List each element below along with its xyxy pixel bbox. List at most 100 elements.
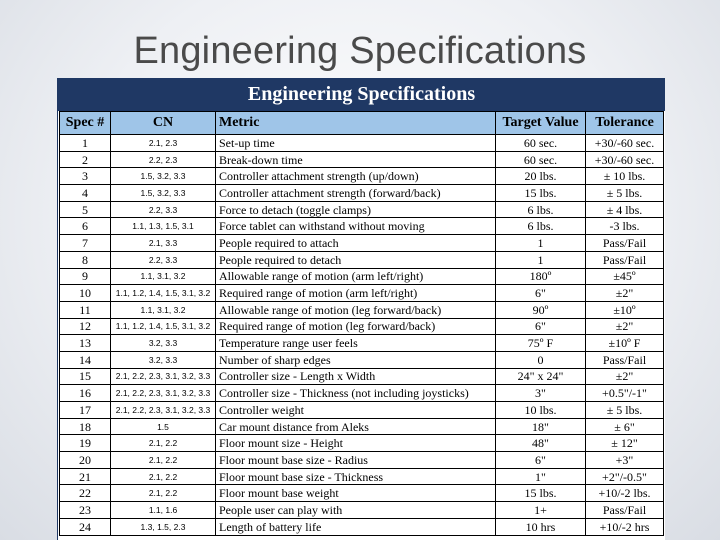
spec-cell: 21	[59, 467, 111, 486]
target-value-cell: 20 lbs.	[495, 167, 586, 186]
tolerance-cell: ±2"	[585, 284, 664, 302]
table-row: 7 2.1, 3.3 People required to attach 1 Pass/…	[59, 234, 664, 252]
metric-cell: People user can play with	[215, 501, 496, 519]
metric-cell: Floor mount base weight	[215, 484, 496, 503]
metric-cell: Floor mount size - Height	[215, 434, 496, 453]
target-value-cell: 10 lbs.	[495, 401, 586, 419]
metric-cell: Floor mount base size - Radius	[215, 451, 496, 469]
cn-cell: 1.3, 1.5, 2.3	[110, 517, 216, 536]
cn-cell: 2.1, 2.2	[110, 484, 216, 503]
metric-cell: Floor mount base size - Thickness	[215, 467, 496, 486]
spec-cell: 14	[59, 350, 111, 369]
target-value-cell: 15 lbs.	[495, 484, 586, 503]
target-value-cell: 6"	[495, 451, 586, 469]
cn-cell: 1.5, 3.2, 3.3	[110, 184, 216, 202]
tolerance-cell: ±10º	[585, 300, 664, 319]
cn-cell: 2.2, 2.3	[110, 150, 216, 169]
tolerance-cell: +10/-2 lbs.	[585, 484, 664, 503]
target-value-cell: 15 lbs.	[495, 184, 586, 202]
col-header-tolerance: Tolerance	[585, 111, 664, 135]
table-row: 24 1.3, 1.5, 2.3 Length of battery life 10 …	[59, 517, 664, 536]
spec-cell: 10	[59, 284, 111, 302]
tolerance-cell: Pass/Fail	[585, 501, 664, 519]
spec-table-container: Engineering Specifications Spec # CN Met…	[57, 78, 665, 540]
table-row: 13 3.2, 3.3 Temperature range user feels 75…	[59, 334, 664, 352]
table-row: 11 1.1, 3.1, 3.2 Allowable range of motion…	[59, 300, 664, 319]
table-row: 1 2.1, 2.3 Set-up time 60 sec. +30/-60 sec.	[59, 134, 664, 152]
spec-cell: 4	[59, 184, 111, 202]
spec-cell: 16	[59, 384, 111, 402]
spec-cell: 7	[59, 234, 111, 252]
cn-cell: 2.2, 3.3	[110, 200, 216, 219]
metric-cell: Force tablet can withstand without movin…	[215, 217, 496, 236]
cn-cell: 2.1, 2.2	[110, 434, 216, 453]
table-row: 8 2.2, 3.3 People required to detach 1 Pass/…	[59, 250, 664, 269]
table-row: 6 1.1, 1.3, 1.5, 3.1 Force tablet can with…	[59, 217, 664, 236]
cn-cell: 2.1, 2.2, 2.3, 3.1, 3.2, 3.3	[110, 401, 216, 419]
slide-title: Engineering Specifications	[133, 30, 587, 72]
table-row: 22 2.1, 2.2 Floor mount base weight 15 lbs.…	[59, 484, 664, 503]
table-row: 9 1.1, 3.1, 3.2 Allowable range of motion …	[59, 267, 664, 286]
table-row: 21 2.1, 2.2 Floor mount base size - Thickn…	[59, 467, 664, 486]
tolerance-cell: ±2"	[585, 317, 664, 336]
target-value-cell: 6 lbs.	[495, 200, 586, 219]
metric-cell: Length of battery life	[215, 517, 496, 536]
spec-cell: 12	[59, 317, 111, 336]
header-row: Spec # CN Metric Target Value Tolerance	[59, 111, 664, 135]
target-value-cell: 1+	[495, 501, 586, 519]
spec-cell: 23	[59, 501, 111, 519]
spec-cell: 5	[59, 200, 111, 219]
metric-cell: Allowable range of motion (arm left/righ…	[215, 267, 496, 286]
cn-cell: 1.1, 1.2, 1.4, 1.5, 3.1, 3.2	[110, 317, 216, 336]
metric-cell: Allowable range of motion (leg forward/b…	[215, 300, 496, 319]
table-row: 23 1.1, 1.6 People user can play with 1+ Pas…	[59, 501, 664, 519]
spec-cell: 2	[59, 150, 111, 169]
tolerance-cell: ±10º F	[585, 334, 664, 352]
target-value-cell: 1	[495, 250, 586, 269]
table-row: 20 2.1, 2.2 Floor mount base size - Radius…	[59, 451, 664, 469]
metric-cell: Controller weight	[215, 401, 496, 419]
cn-cell: 1.1, 1.6	[110, 501, 216, 519]
metric-cell: Controller size - Thickness (not includi…	[215, 384, 496, 402]
target-value-cell: 24" x 24"	[495, 367, 586, 386]
col-header-target: Target Value	[495, 111, 586, 135]
table-row: 14 3.2, 3.3 Number of sharp edges 0 Pass/Fai…	[59, 350, 664, 369]
cn-cell: 1.5, 3.2, 3.3	[110, 167, 216, 186]
tolerance-cell: ± 5 lbs.	[585, 401, 664, 419]
target-value-cell: 60 sec.	[495, 134, 586, 152]
table-row: 10 1.1, 1.2, 1.4, 1.5, 3.1, 3.2 Required r…	[59, 284, 664, 302]
metric-cell: Required range of motion (leg forward/ba…	[215, 317, 496, 336]
target-value-cell: 180º	[495, 267, 586, 286]
cn-cell: 2.1, 2.2	[110, 467, 216, 486]
tolerance-cell: +30/-60 sec.	[585, 134, 664, 152]
metric-cell: Controller attachment strength (forward/…	[215, 184, 496, 202]
cn-cell: 1.1, 1.2, 1.4, 1.5, 3.1, 3.2	[110, 284, 216, 302]
spec-cell: 9	[59, 267, 111, 286]
metric-cell: Number of sharp edges	[215, 350, 496, 369]
tolerance-cell: ±45º	[585, 267, 664, 286]
metric-cell: Car mount distance from Aleks	[215, 417, 496, 436]
cn-cell: 2.1, 2.2, 2.3, 3.1, 3.2, 3.3	[110, 367, 216, 386]
col-header-cn: CN	[110, 111, 216, 135]
target-value-cell: 10 hrs	[495, 517, 586, 536]
tolerance-cell: +2"/-0.5"	[585, 467, 664, 486]
spec-cell: 17	[59, 401, 111, 419]
target-value-cell: 60 sec.	[495, 150, 586, 169]
metric-cell: Force to detach (toggle clamps)	[215, 200, 496, 219]
target-value-cell: 75º F	[495, 334, 586, 352]
table-row: 17 2.1, 2.2, 2.3, 3.1, 3.2, 3.3 Controller…	[59, 401, 664, 419]
cn-cell: 1.1, 3.1, 3.2	[110, 300, 216, 319]
tolerance-cell: ±2"	[585, 367, 664, 386]
table-row: 5 2.2, 3.3 Force to detach (toggle clamps)…	[59, 200, 664, 219]
col-header-spec: Spec #	[59, 111, 111, 135]
spec-cell: 6	[59, 217, 111, 236]
spec-cell: 13	[59, 334, 111, 352]
spec-cell: 24	[59, 517, 111, 536]
spec-cell: 8	[59, 250, 111, 269]
spec-cell: 22	[59, 484, 111, 503]
spec-cell: 3	[59, 167, 111, 186]
metric-cell: Controller attachment strength (up/down)	[215, 167, 496, 186]
table-row: 16 2.1, 2.2, 2.3, 3.1, 3.2, 3.3 Controller…	[59, 384, 664, 402]
table-row: 19 2.1, 2.2 Floor mount size - Height 48" ± …	[59, 434, 664, 453]
tolerance-cell: +30/-60 sec.	[585, 150, 664, 169]
